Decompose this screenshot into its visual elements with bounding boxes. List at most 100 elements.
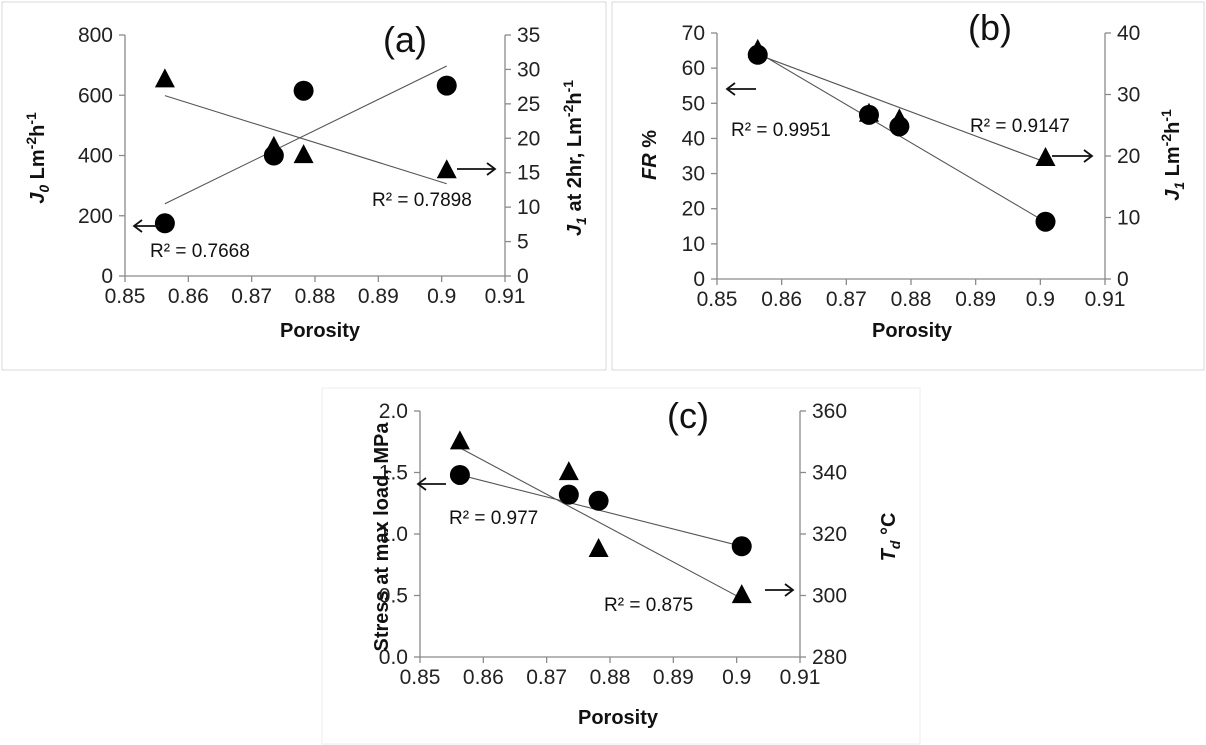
triangle-point	[858, 102, 879, 122]
panel-a-label: (a)	[383, 19, 427, 60]
x-tick-label: 0.91	[780, 666, 821, 689]
y-right-tick-label: 20	[517, 127, 540, 150]
y-left-tick-label: 70	[682, 22, 705, 45]
y-right-tick-label: 10	[517, 196, 540, 219]
y-right-tick-label: 30	[517, 58, 540, 81]
panel-c-arrow-left-icon	[416, 477, 446, 491]
y-left-tick-label: 50	[682, 92, 705, 115]
triangle-point	[889, 108, 910, 128]
panel-b-axes	[711, 32, 1111, 285]
panel-c-r2-left: R² = 0.977	[449, 508, 538, 529]
y-right-tick-label: 15	[517, 162, 540, 185]
panel-b-r2-right: R² = 0.9147	[970, 116, 1070, 137]
trendline-right	[757, 54, 1046, 163]
x-tick-label: 0.87	[526, 666, 567, 689]
y-left-tick-label: 40	[682, 127, 705, 150]
panel-b: (b) 0.85 0.86 0.87 0.88 0.89 0.9 0.91010203040…	[639, 7, 1187, 342]
panel-a-r2-right: R² = 0.7898	[372, 190, 472, 211]
panel-b-x-axis-label: Porosity	[872, 320, 953, 342]
panel-a-arrow-left-icon	[132, 219, 160, 233]
y-left-tick-label: 600	[78, 84, 113, 107]
x-tick-label: 0.9	[722, 666, 751, 689]
x-tick-label: 0.87	[231, 285, 272, 308]
x-tick-label: 0.85	[400, 666, 441, 689]
triangle-point	[449, 430, 470, 450]
x-tick-label: 0.91	[485, 285, 526, 308]
y-right-tick-label: 320	[812, 523, 847, 546]
x-tick-label: 0.89	[653, 666, 694, 689]
triangle-point	[154, 68, 175, 88]
circle-point	[588, 490, 609, 511]
panel-a-axes	[119, 34, 511, 282]
panel-a-trendlines	[164, 65, 447, 205]
panel-c-axes	[414, 410, 806, 663]
panel-c-label: (c)	[667, 395, 709, 436]
panel-a-frame	[1, 1, 607, 371]
triangle-point	[436, 159, 457, 179]
panel-a-y-right-label: J1 at 2hr, Lm-2h-1	[560, 80, 589, 236]
y-left-tick-label: 1.0	[379, 523, 408, 546]
panel-a-arrow-right-icon	[457, 162, 497, 176]
triangle-point	[293, 144, 314, 164]
triangle-point	[1035, 147, 1056, 167]
y-left-tick-label: 800	[78, 24, 113, 47]
panel-c-y-left-label: Stress at max load, MPa	[371, 422, 393, 652]
panel-c-frame	[321, 387, 921, 745]
y-right-tick-label: 360	[812, 400, 847, 423]
panel-b-frame	[611, 1, 1205, 371]
trendline-right	[459, 447, 742, 600]
x-tick-label: 0.9	[1026, 288, 1055, 311]
y-left-tick-label: 10	[682, 233, 705, 256]
x-tick-label: 0.89	[955, 288, 996, 311]
panel-a-y-left-label: J0 Lm-2h-1	[23, 112, 52, 204]
y-left-tick-label: 0.0	[379, 646, 408, 669]
circle-point	[558, 484, 579, 505]
y-left-tick-label: 2.0	[379, 400, 408, 423]
panel-c-r2-right: R² = 0.875	[604, 595, 693, 616]
y-right-tick-label: 10	[1117, 207, 1140, 230]
y-left-tick-label: 0.5	[379, 585, 408, 608]
x-tick-label: 0.89	[358, 285, 399, 308]
panel-c-x-axis-label: Porosity	[578, 707, 659, 729]
y-right-tick-label: 340	[812, 462, 847, 485]
y-left-tick-label: 0	[693, 268, 705, 291]
panel-a-r2-left: R² = 0.7668	[150, 241, 250, 262]
panel-a-x-axis-label: Porosity	[280, 320, 361, 342]
panel-b-y-right-label: J1 Lm-2h-1	[1158, 109, 1187, 201]
y-right-tick-label: 30	[1117, 84, 1140, 107]
y-right-tick-label: 40	[1117, 22, 1140, 45]
y-right-tick-label: 20	[1117, 145, 1140, 168]
panel-b-y-left-label: FR %	[639, 130, 661, 180]
circle-point	[449, 464, 470, 485]
x-tick-label: 0.87	[826, 288, 867, 311]
panel-a: (a) 0.85 0.86 0.87 0.88 0.89 0.9 0.91020040060…	[23, 19, 589, 342]
y-left-tick-label: 400	[78, 145, 113, 168]
x-tick-label: 0.88	[891, 288, 932, 311]
triangle-point	[558, 461, 579, 481]
panel-c-ticks: 0.85 0.86 0.87 0.88 0.89 0.9 0.91 0.0 0.5 1.0 1.5 2…	[379, 400, 847, 689]
x-tick-label: 0.86	[463, 666, 504, 689]
y-left-tick-label: 200	[78, 205, 113, 228]
trendline-right	[164, 95, 447, 185]
y-right-tick-label: 300	[812, 585, 847, 608]
panel-c-arrow-right-icon	[765, 583, 795, 597]
circle-point	[154, 213, 175, 234]
y-right-tick-label: 0	[517, 265, 529, 288]
panel-a-ticks: 0.85 0.86 0.87 0.88 0.89 0.9 0.910200400600800…	[78, 24, 540, 308]
x-tick-label: 0.85	[697, 288, 738, 311]
panel-b-arrow-left-icon	[725, 82, 756, 96]
panel-c-trendlines	[459, 447, 742, 600]
panel-a-marks	[154, 68, 457, 234]
y-right-tick-label: 280	[812, 646, 847, 669]
x-tick-label: 0.86	[761, 288, 802, 311]
panel-b-label: (b)	[968, 7, 1012, 48]
panel-b-trendlines	[757, 51, 1046, 223]
panel-c-y-right-label: Td °C	[878, 513, 903, 562]
y-left-tick-label: 20	[682, 198, 705, 221]
x-tick-label: 0.86	[168, 285, 209, 308]
panel-c: (c) 0.85 0.86 0.87 0.88 0.89 0.9 0.91 0.0 0.5 1.0…	[371, 395, 903, 729]
circle-point	[436, 75, 457, 96]
x-tick-label: 0.88	[590, 666, 631, 689]
circle-point	[293, 80, 314, 101]
